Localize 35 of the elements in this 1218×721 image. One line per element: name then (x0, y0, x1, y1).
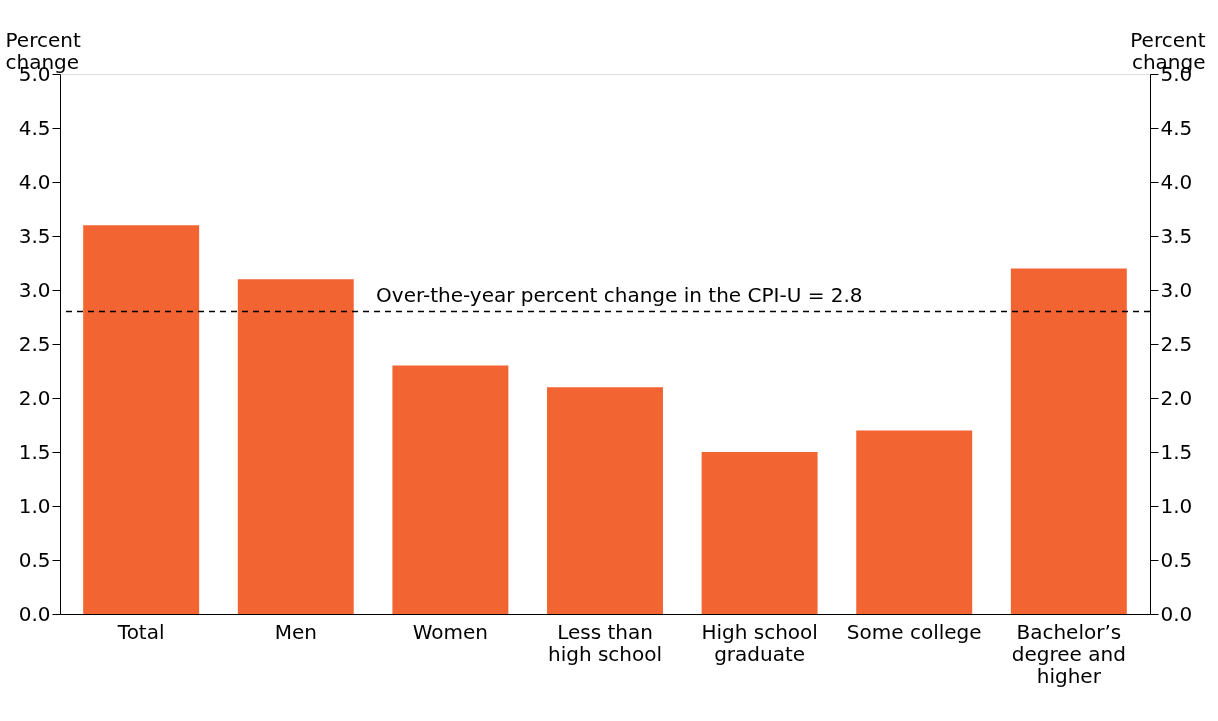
bar (1010, 268, 1127, 614)
y-tick-label: 4.0 (18, 169, 51, 194)
y2-tick-label: 4.5 (1160, 115, 1193, 140)
y2-tick-label: 4.0 (1160, 169, 1193, 194)
y-tick-label: 0.5 (18, 547, 51, 572)
ref-line-label: Over-the-year percent change in the CPI-U = 2.8 (376, 282, 863, 307)
y-tick-label: 0.0 (18, 601, 51, 626)
y2-tick-label: 3.5 (1160, 223, 1193, 248)
y-tick-label: 1.0 (18, 493, 51, 518)
y-tick-label: 3.5 (18, 223, 51, 248)
bar (856, 430, 973, 614)
bar (547, 387, 663, 614)
y2-tick-label: 0.5 (1160, 547, 1193, 572)
x-tick-label: Some college (846, 619, 982, 644)
bar (237, 279, 354, 614)
x-tick-label: Total (116, 619, 165, 644)
y2-tick-label: 2.0 (1160, 385, 1193, 410)
x-tick-label: Less than high school (547, 619, 663, 666)
y2-tick-label: 1.5 (1160, 439, 1193, 464)
x-tick-label: Bachelor’s degree and higher (1011, 619, 1126, 688)
y2-tick-label: 0.0 (1160, 601, 1193, 626)
y2-tick-label: 2.5 (1160, 331, 1193, 356)
y-tick-label: 4.5 (18, 115, 51, 140)
bar (392, 365, 509, 614)
y-tick-label: 1.5 (18, 439, 51, 464)
y-tick-label: 3.0 (18, 277, 51, 302)
y-tick-label: 2.0 (18, 385, 51, 410)
bar (701, 452, 818, 614)
y2-tick-label: 1.0 (1160, 493, 1193, 518)
bar (83, 225, 200, 614)
x-tick-label: Men (274, 619, 317, 644)
x-tick-label: Women (412, 619, 489, 644)
y2-tick-label: 3.0 (1160, 277, 1193, 302)
y-tick-label: 2.5 (18, 331, 51, 356)
x-tick-label: High school graduate (701, 619, 818, 666)
